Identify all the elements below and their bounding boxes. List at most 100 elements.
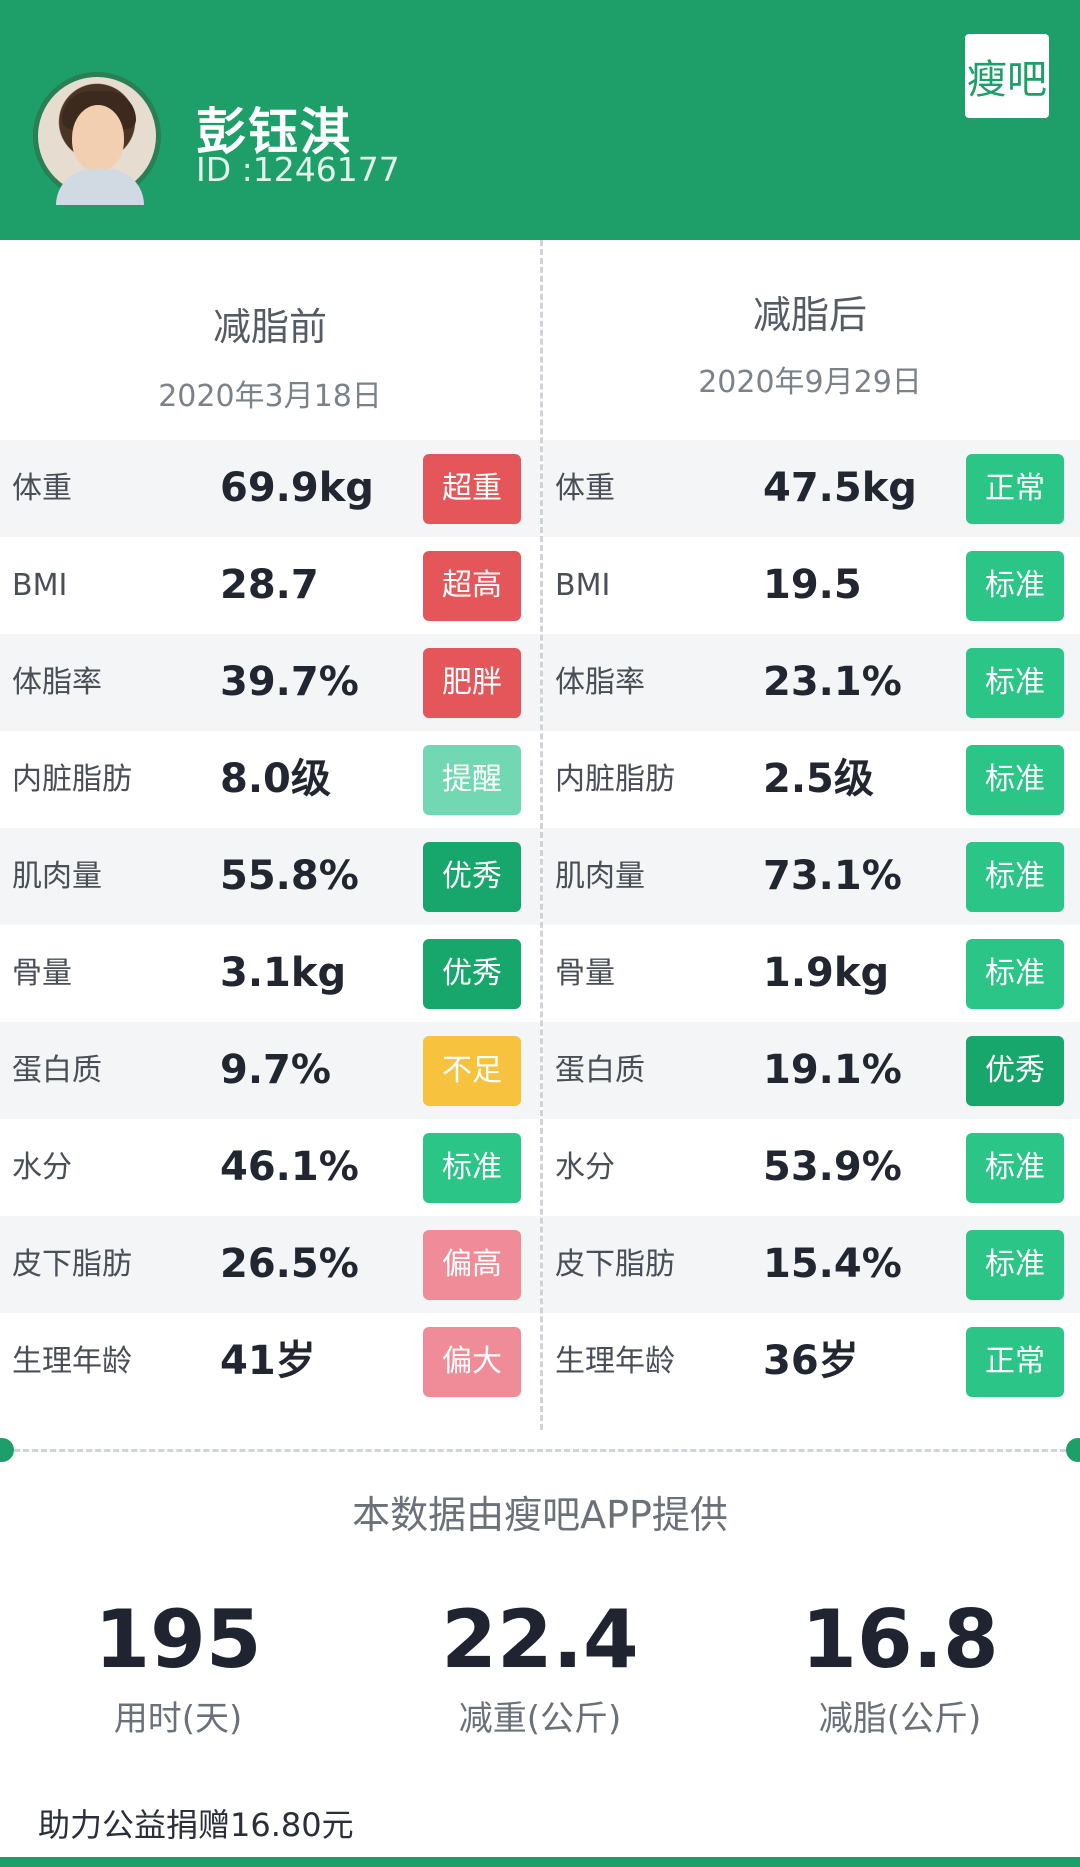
status-badge: 超高 (423, 551, 521, 621)
stat-days: 195 用时(天) (28, 1595, 328, 1740)
metric-row: 肌肉量 73.1% 标准 (543, 828, 1080, 925)
metric-label: BMI (555, 568, 611, 603)
status-badge: 提醒 (423, 745, 521, 815)
bottom-bar (0, 1857, 1080, 1867)
metric-label: BMI (12, 568, 68, 603)
metric-row: 内脏脂肪 8.0级 提醒 (0, 731, 540, 828)
metric-value: 28.7 (220, 562, 319, 608)
status-badge: 偏大 (423, 1327, 521, 1397)
before-metrics: 体重 69.9kg 超重 BMI 28.7 超高 体脂率 39.7% 肥胖 内脏脂肪 8.0级 提醒肌… (0, 440, 540, 1410)
metric-value: 19.1% (763, 1047, 902, 1093)
metric-row: 皮下脂肪 26.5% 偏高 (0, 1216, 540, 1313)
metric-row: 肌肉量 55.8% 优秀 (0, 828, 540, 925)
stat-fat-loss: 16.8 减脂(公斤) (750, 1595, 1050, 1740)
stat-label: 用时(天) (113, 1699, 243, 1739)
status-badge: 标准 (966, 842, 1064, 912)
after-header: 减脂后 2020年9月29日 (540, 284, 1080, 401)
comparison-section: 减脂前 2020年3月18日 减脂后 2020年9月29日 体重 69.9kg 超重… (0, 240, 1080, 1430)
user-name: 彭钰淇 (196, 103, 352, 161)
divider-dot-left (0, 1438, 14, 1462)
metric-value: 55.8% (220, 853, 359, 899)
metric-label: 内脏脂肪 (12, 762, 132, 797)
metric-value: 23.1% (763, 659, 902, 705)
metric-row: 水分 53.9% 标准 (543, 1119, 1080, 1216)
metric-row: 内脏脂肪 2.5级 标准 (543, 731, 1080, 828)
metric-label: 蛋白质 (12, 1053, 102, 1088)
stat-value: 16.8 (801, 1593, 999, 1686)
donation-text: 助力公益捐赠16.80元 (38, 1806, 354, 1844)
status-badge: 优秀 (423, 939, 521, 1009)
metric-row: 生理年龄 41岁 偏大 (0, 1313, 540, 1410)
metric-label: 肌肉量 (12, 859, 102, 894)
status-badge: 正常 (966, 1327, 1064, 1397)
metric-value: 19.5 (763, 562, 862, 608)
before-date: 2020年3月18日 (158, 379, 382, 414)
metric-value: 8.0级 (220, 756, 331, 802)
metric-value: 47.5kg (763, 465, 917, 511)
metric-row: 体脂率 39.7% 肥胖 (0, 634, 540, 731)
app-logo: 瘦吧 (965, 34, 1049, 118)
status-badge: 标准 (966, 551, 1064, 621)
metric-label: 体脂率 (555, 665, 645, 700)
metric-label: 骨量 (12, 956, 72, 991)
status-badge: 偏高 (423, 1230, 521, 1300)
metric-row: 体脂率 23.1% 标准 (543, 634, 1080, 731)
metric-row: 生理年龄 36岁 正常 (543, 1313, 1080, 1410)
metric-row: 皮下脂肪 15.4% 标准 (543, 1216, 1080, 1313)
metric-value: 39.7% (220, 659, 359, 705)
metric-value: 26.5% (220, 1241, 359, 1287)
metric-row: 水分 46.1% 标准 (0, 1119, 540, 1216)
metric-value: 69.9kg (220, 465, 374, 511)
before-header: 减脂前 2020年3月18日 (0, 296, 540, 415)
metric-row: 蛋白质 19.1% 优秀 (543, 1022, 1080, 1119)
after-metrics: 体重 47.5kg 正常 BMI 19.5 标准 体脂率 23.1% 标准 内脏脂肪 2.5级 标准肌… (543, 440, 1080, 1410)
stat-value: 22.4 (441, 1593, 639, 1686)
metric-label: 水分 (12, 1150, 72, 1185)
metric-label: 体脂率 (12, 665, 102, 700)
status-badge: 标准 (423, 1133, 521, 1203)
stat-value: 195 (94, 1593, 262, 1686)
metric-label: 蛋白质 (555, 1053, 645, 1088)
metric-value: 1.9kg (763, 950, 890, 996)
header: 彭钰淇 ID :1246177 瘦吧 (0, 0, 1080, 240)
metric-value: 9.7% (220, 1047, 331, 1093)
metric-label: 内脏脂肪 (555, 762, 675, 797)
metric-row: 骨量 3.1kg 优秀 (0, 925, 540, 1022)
status-badge: 标准 (966, 1230, 1064, 1300)
metric-value: 3.1kg (220, 950, 347, 996)
metric-label: 骨量 (555, 956, 615, 991)
metric-label: 生理年龄 (555, 1344, 675, 1379)
metric-row: 体重 69.9kg 超重 (0, 440, 540, 537)
metric-label: 肌肉量 (555, 859, 645, 894)
metric-value: 53.9% (763, 1144, 902, 1190)
status-badge: 标准 (966, 648, 1064, 718)
metric-value: 41岁 (220, 1338, 316, 1384)
metric-value: 15.4% (763, 1241, 902, 1287)
status-badge: 优秀 (966, 1036, 1064, 1106)
after-date: 2020年9月29日 (698, 365, 922, 400)
avatar[interactable] (33, 72, 161, 205)
column-divider (540, 240, 543, 1430)
status-badge: 不足 (423, 1036, 521, 1106)
metric-value: 2.5级 (763, 756, 874, 802)
metric-label: 体重 (555, 471, 615, 506)
metric-value: 73.1% (763, 853, 902, 899)
status-badge: 标准 (966, 1133, 1064, 1203)
metric-row: 体重 47.5kg 正常 (543, 440, 1080, 537)
before-title: 减脂前 (212, 305, 327, 349)
section-divider (14, 1449, 1066, 1452)
metric-label: 水分 (555, 1150, 615, 1185)
after-title: 减脂后 (752, 293, 867, 337)
metric-label: 生理年龄 (12, 1344, 132, 1379)
metric-label: 体重 (12, 471, 72, 506)
status-badge: 优秀 (423, 842, 521, 912)
status-badge: 正常 (966, 454, 1064, 524)
user-id: ID :1246177 (196, 150, 400, 189)
metric-label: 皮下脂肪 (12, 1247, 132, 1282)
metric-value: 46.1% (220, 1144, 359, 1190)
status-badge: 标准 (966, 939, 1064, 1009)
divider-dot-right (1066, 1438, 1080, 1462)
stat-label: 减脂(公斤) (818, 1699, 982, 1739)
status-badge: 标准 (966, 745, 1064, 815)
